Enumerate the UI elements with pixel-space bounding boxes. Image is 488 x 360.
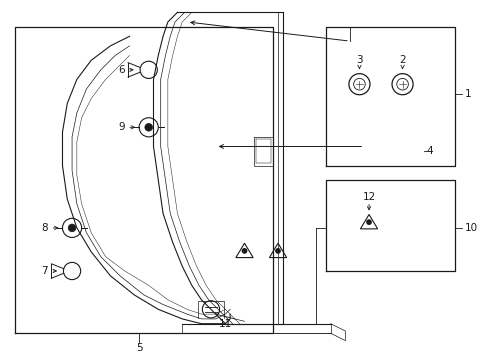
Text: 5: 5: [136, 343, 142, 353]
Circle shape: [366, 219, 371, 225]
Circle shape: [144, 123, 152, 131]
Text: 1: 1: [464, 89, 470, 99]
Circle shape: [275, 248, 280, 254]
Circle shape: [241, 248, 247, 254]
Text: 10: 10: [464, 223, 477, 233]
Text: 2: 2: [398, 55, 405, 65]
Text: 12: 12: [362, 192, 375, 202]
Text: 9: 9: [118, 122, 124, 132]
Circle shape: [68, 224, 76, 232]
Text: 7: 7: [41, 266, 48, 276]
Text: 6: 6: [118, 65, 124, 75]
Text: 11: 11: [218, 319, 231, 329]
Text: 8: 8: [41, 223, 48, 233]
Text: 3: 3: [355, 55, 362, 65]
Text: 4: 4: [426, 146, 432, 156]
